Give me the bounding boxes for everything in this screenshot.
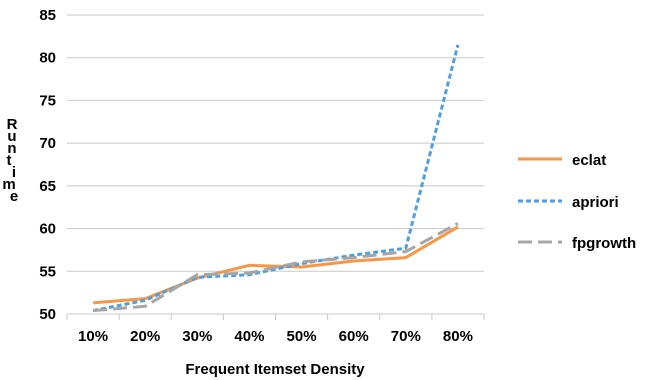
legend-label-eclat: eclat [572,152,606,169]
y-tick-label: 55 [39,263,56,280]
y-axis-ticks: 50 55 60 65 70 75 80 85 [39,7,56,323]
y-axis-title-letter: e [10,188,18,205]
y-tick-label: 80 [39,50,56,67]
y-axis-title-letter: n [7,140,16,157]
legend-label-fpgrowth: fpgrowth [572,235,636,252]
series-lines [92,44,460,313]
x-tick-label: 20% [130,328,160,345]
x-tick-label: 60% [339,328,369,345]
series-line-fpgrowth [92,222,459,313]
y-tick-label: 85 [39,7,56,24]
x-axis-ticks: 10% 20% 30% 40% 50% 60% 70% 80% [66,314,485,345]
y-tick-label: 50 [39,306,56,323]
series-line-apriori [92,44,460,313]
y-axis-title-letter: i [12,164,16,181]
y-axis-title-letter: m [2,176,15,193]
x-axis-title: Frequent Itemset Density [185,361,365,378]
series-line-eclat [92,225,459,305]
x-tick-label: 10% [78,328,108,345]
x-tick-label: 40% [234,328,264,345]
x-tick-label: 70% [391,328,421,345]
y-axis-title-letter: R [7,116,18,133]
y-tick-label: 60 [39,221,56,238]
y-axis-title-letter: t [7,152,12,169]
x-tick-label: 80% [443,328,473,345]
y-tick-label: 75 [39,92,56,109]
legend: eclat apriori fpgrowth [518,152,636,252]
y-tick-label: 65 [39,178,56,195]
gridlines [67,14,484,315]
x-tick-label: 30% [182,328,212,345]
legend-label-apriori: apriori [572,194,619,211]
y-tick-label: 70 [39,135,56,152]
y-axis-title-letter: u [7,128,16,145]
x-tick-label: 50% [287,328,317,345]
